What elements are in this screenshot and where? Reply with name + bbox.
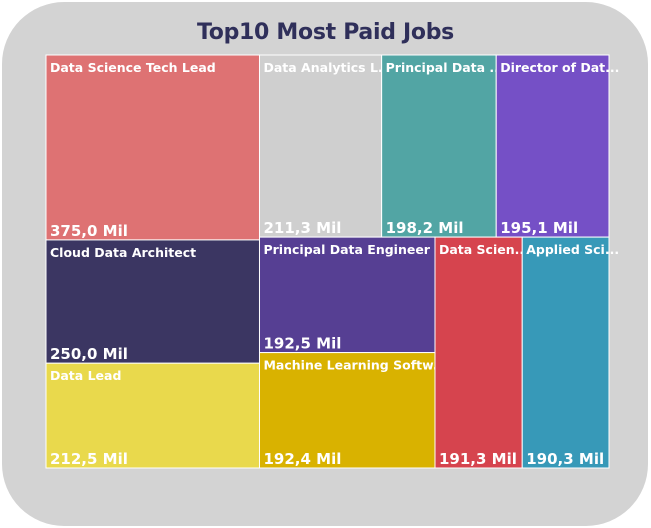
treemap-tile-principal-data[interactable]: Principal Data ... 198,2 Mil — [381, 54, 504, 238]
treemap-tile-applied-sci[interactable]: Applied Sci... 190,3 Mil — [521, 236, 619, 469]
treemap-tile-director-of-dat[interactable]: Director of Dat... 195,1 Mil — [495, 54, 619, 238]
tile-value-label: 375,0 Mil — [50, 222, 128, 240]
tile-value-label: 191,3 Mil — [439, 450, 517, 468]
tile-category-label: Applied Sci... — [526, 242, 619, 257]
treemap-rect[interactable] — [495, 54, 610, 238]
treemap-rect[interactable] — [258, 236, 436, 354]
treemap-rect[interactable] — [258, 352, 436, 469]
tile-value-label: 195,1 Mil — [500, 219, 578, 237]
tile-category-label: Principal Data ... — [386, 60, 504, 75]
tile-category-label: Principal Data Engineer — [263, 242, 430, 257]
treemap-rect[interactable] — [434, 236, 523, 469]
treemap-rect[interactable] — [381, 54, 497, 238]
treemap-rect[interactable] — [521, 236, 610, 469]
treemap-tile-cloud-data-architect[interactable]: Cloud Data Architect 250,0 Mil — [45, 239, 260, 364]
tile-category-label: Data Lead — [50, 368, 121, 383]
tile-value-label: 192,5 Mil — [263, 335, 341, 353]
tile-value-label: 192,4 Mil — [263, 450, 341, 468]
tile-category-label: Data Science Tech Lead — [50, 60, 216, 75]
tile-value-label: 212,5 Mil — [50, 450, 128, 468]
tile-value-label: 190,3 Mil — [526, 450, 604, 468]
treemap-tile-machine-learning-softw[interactable]: Machine Learning Softw... 192,4 Mil — [258, 352, 447, 469]
chart-title: Top10 Most Paid Jobs — [197, 20, 454, 45]
tile-category-label: Director of Dat... — [500, 60, 619, 75]
treemap-rect[interactable] — [258, 54, 383, 238]
tile-value-label: 198,2 Mil — [386, 219, 464, 237]
tile-value-label: 211,3 Mil — [263, 219, 341, 237]
treemap-tile-data-lead[interactable]: Data Lead 212,5 Mil — [45, 362, 260, 469]
treemap-tile-data-science-tech-lead[interactable]: Data Science Tech Lead 375,0 Mil — [45, 54, 260, 241]
tile-category-label: Data Analytics L... — [263, 60, 392, 75]
treemap-tile-principal-data-engineer[interactable]: Principal Data Engineer 192,5 Mil — [258, 236, 436, 354]
tile-value-label: 250,0 Mil — [50, 345, 128, 363]
tile-category-label: Data Scien... — [439, 242, 529, 257]
treemap-tile-data-scien[interactable]: Data Scien... 191,3 Mil — [434, 236, 529, 469]
tile-category-label: Machine Learning Softw... — [263, 358, 447, 373]
treemap-tile-data-analytics-l[interactable]: Data Analytics L... 211,3 Mil — [258, 54, 392, 238]
tile-category-label: Cloud Data Architect — [50, 245, 196, 260]
treemap-rect[interactable] — [45, 54, 260, 241]
